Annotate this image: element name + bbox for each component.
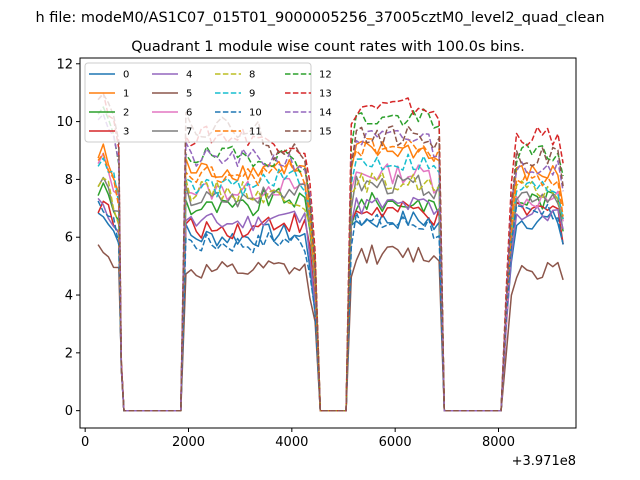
- legend-label: 8: [249, 70, 255, 81]
- y-tick-label: 6: [65, 231, 73, 246]
- legend-label: 7: [186, 127, 192, 138]
- y-tick-label: 0: [65, 404, 73, 419]
- series-line-11: [97, 137, 564, 412]
- legend-label: 5: [186, 89, 192, 100]
- series-line-12: [97, 106, 564, 412]
- series-line-1: [97, 140, 564, 412]
- legend-label: 0: [123, 70, 129, 81]
- figure-suptitle: h file: modeM0/AS1C07_015T01_9000005256_…: [35, 10, 604, 26]
- y-tick-label: 12: [56, 57, 73, 72]
- series-line-8: [97, 171, 564, 412]
- y-tick-label: 2: [65, 346, 73, 361]
- x-tick-label: 4000: [275, 435, 308, 450]
- series-line-4: [97, 196, 564, 412]
- legend-label: 2: [123, 108, 129, 119]
- x-offset-label: +3.971e8: [512, 454, 576, 469]
- legend-label: 15: [319, 127, 332, 138]
- y-tick-label: 10: [56, 115, 73, 130]
- legend-label: 6: [186, 108, 192, 119]
- y-tick-label: 4: [65, 289, 73, 304]
- series-line-3: [97, 200, 564, 412]
- series-line-14: [97, 113, 564, 412]
- y-tick-label: 8: [65, 173, 73, 188]
- chart-title: Quadrant 1 module wise count rates with …: [131, 39, 525, 55]
- series-line-9: [97, 153, 564, 412]
- legend-label: 14: [319, 108, 332, 119]
- x-tick-label: 2000: [172, 435, 205, 450]
- legend-label: 9: [249, 89, 255, 100]
- legend-label: 10: [249, 108, 262, 119]
- plot-frame: [79, 57, 577, 429]
- x-tick-label: 0: [81, 435, 89, 450]
- legend-label: 3: [123, 127, 129, 138]
- series-line-2: [97, 182, 564, 412]
- legend-label: 4: [186, 70, 192, 81]
- legend-box: [84, 62, 312, 143]
- legend-label: 12: [319, 70, 332, 81]
- series-line-7: [97, 174, 564, 412]
- series-line-6: [97, 152, 564, 412]
- series-line-0: [97, 209, 564, 412]
- x-tick-label: 8000: [482, 435, 515, 450]
- legend-label: 1: [123, 89, 129, 100]
- series-line-10: [97, 200, 564, 412]
- x-tick-label: 6000: [379, 435, 412, 450]
- legend-label: 13: [319, 89, 332, 100]
- legend-label: 11: [249, 127, 262, 138]
- series-line-5: [97, 244, 564, 412]
